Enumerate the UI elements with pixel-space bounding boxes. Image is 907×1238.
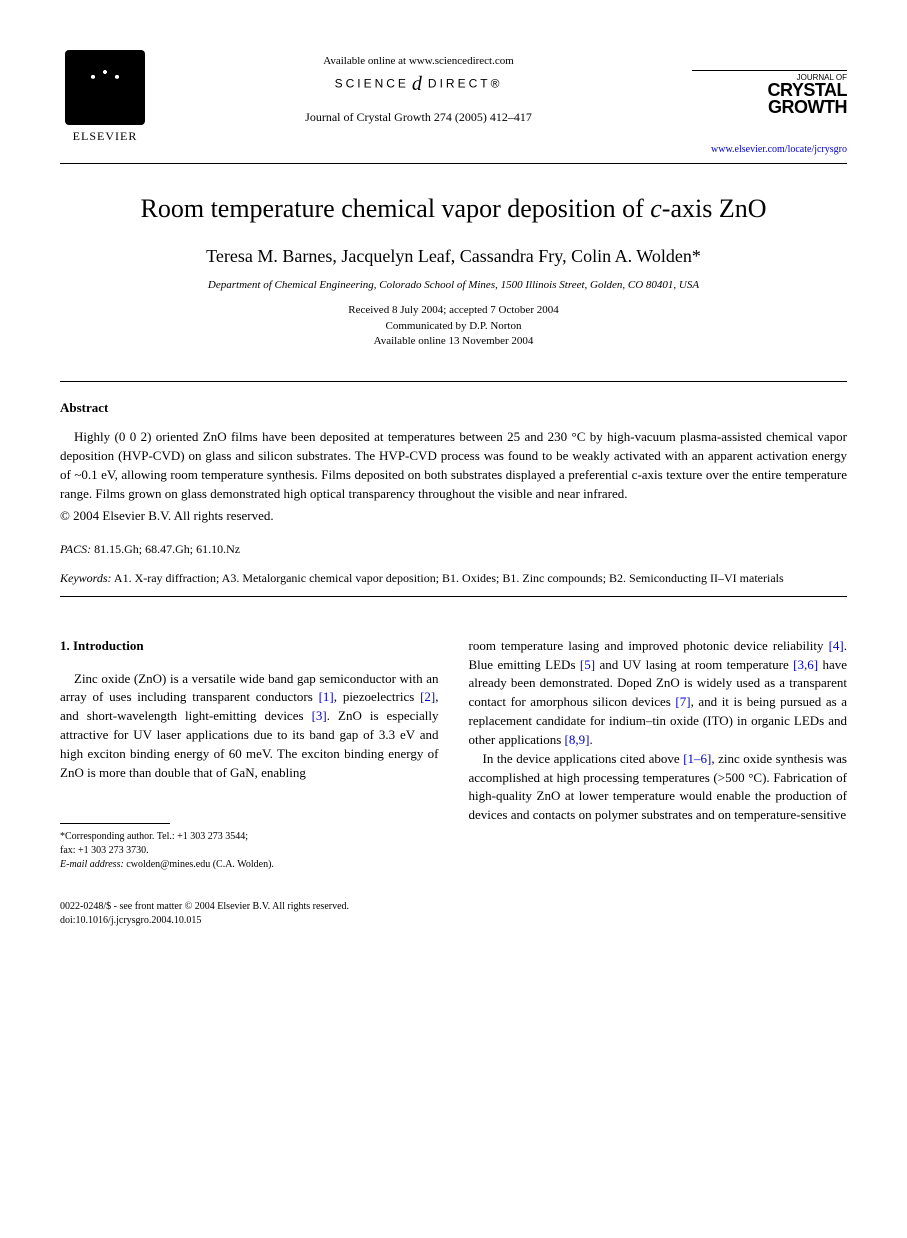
intro-heading: 1. Introduction bbox=[60, 637, 439, 656]
col2-text-f: . bbox=[589, 732, 592, 747]
email-line: E-mail address: cwolden@mines.edu (C.A. … bbox=[60, 858, 439, 872]
article-title: Room temperature chemical vapor depositi… bbox=[60, 194, 847, 224]
journal-logo-block: JOURNAL OF CRYSTAL GROWTH www.elsevier.c… bbox=[687, 50, 847, 155]
title-post: -axis ZnO bbox=[662, 194, 767, 223]
left-column: 1. Introduction Zinc oxide (ZnO) is a ve… bbox=[60, 637, 439, 872]
footnote-separator bbox=[60, 823, 170, 824]
communicated-by: Communicated by D.P. Norton bbox=[60, 319, 847, 334]
cite-7[interactable]: [7] bbox=[675, 694, 690, 709]
col2-text-c: and UV lasing at room temperature bbox=[595, 657, 793, 672]
page-footer: 0022-0248/$ - see front matter © 2004 El… bbox=[60, 900, 847, 928]
available-online-text: Available online at www.sciencedirect.co… bbox=[150, 55, 687, 67]
cite-1[interactable]: [1] bbox=[319, 689, 334, 704]
elsevier-tree-icon bbox=[65, 50, 145, 125]
two-column-body: 1. Introduction Zinc oxide (ZnO) is a ve… bbox=[60, 637, 847, 872]
intro-text-b: , piezoelectrics bbox=[334, 689, 420, 704]
center-header: Available online at www.sciencedirect.co… bbox=[150, 50, 687, 125]
cite-1-6[interactable]: [1–6] bbox=[683, 751, 711, 766]
corresponding-author: *Corresponding author. Tel.: +1 303 273 … bbox=[60, 830, 439, 844]
right-column: room temperature lasing and improved pho… bbox=[469, 637, 848, 872]
journal-reference: Journal of Crystal Growth 274 (2005) 412… bbox=[150, 110, 687, 125]
elsevier-logo: ELSEVIER bbox=[60, 50, 150, 150]
cite-2[interactable]: [2] bbox=[420, 689, 435, 704]
email-address[interactable]: cwolden@mines.edu (C.A. Wolden). bbox=[124, 859, 274, 870]
publisher-name: ELSEVIER bbox=[73, 129, 138, 144]
affiliation-line: Department of Chemical Engineering, Colo… bbox=[60, 279, 847, 291]
abstract-body: Highly (0 0 2) oriented ZnO films have b… bbox=[60, 428, 847, 503]
col2-text-a: room temperature lasing and improved pho… bbox=[469, 638, 829, 653]
sd-right: DIRECT® bbox=[428, 77, 503, 91]
col2-paragraph-2: In the device applications cited above [… bbox=[469, 750, 848, 825]
pacs-line: PACS: 81.15.Gh; 68.47.Gh; 61.10.Nz bbox=[60, 542, 847, 557]
copyright-line: © 2004 Elsevier B.V. All rights reserved… bbox=[60, 508, 847, 524]
dates-block: Received 8 July 2004; accepted 7 October… bbox=[60, 303, 847, 349]
authors-line: Teresa M. Barnes, Jacquelyn Leaf, Cassan… bbox=[60, 246, 847, 267]
received-date: Received 8 July 2004; accepted 7 October… bbox=[60, 303, 847, 318]
cite-3[interactable]: [3] bbox=[312, 708, 327, 723]
sd-left: SCIENCE bbox=[335, 77, 409, 91]
fax-line: fax: +1 303 273 3730. bbox=[60, 844, 439, 858]
keywords-label: Keywords: bbox=[60, 571, 112, 585]
journal-url[interactable]: www.elsevier.com/locate/jcrysgro bbox=[687, 144, 847, 155]
email-label: E-mail address: bbox=[60, 859, 124, 870]
title-pre: Room temperature chemical vapor depositi… bbox=[141, 194, 651, 223]
pacs-label: PACS: bbox=[60, 542, 91, 556]
sd-at-icon: d bbox=[412, 73, 425, 96]
front-matter-line: 0022-0248/$ - see front matter © 2004 El… bbox=[60, 900, 847, 914]
cite-8-9[interactable]: [8,9] bbox=[565, 732, 590, 747]
col2-paragraph-1: room temperature lasing and improved pho… bbox=[469, 637, 848, 750]
doi-line: doi:10.1016/j.jcrysgro.2004.10.015 bbox=[60, 914, 847, 928]
abstract-text: Highly (0 0 2) oriented ZnO films have b… bbox=[60, 428, 847, 503]
keywords-line: Keywords: A1. X-ray diffraction; A3. Met… bbox=[88, 571, 847, 586]
title-italic: c bbox=[650, 194, 662, 223]
abstract-bottom-rule bbox=[60, 596, 847, 597]
footnote-block: *Corresponding author. Tel.: +1 303 273 … bbox=[60, 830, 439, 872]
online-date: Available online 13 November 2004 bbox=[60, 334, 847, 349]
abstract-heading: Abstract bbox=[60, 400, 847, 416]
col2p2-text-a: In the device applications cited above bbox=[483, 751, 684, 766]
journal-name-2: GROWTH bbox=[687, 99, 847, 116]
science-direct-logo: SCIENCEdDIRECT® bbox=[150, 73, 687, 96]
header-row: ELSEVIER Available online at www.science… bbox=[60, 50, 847, 155]
cite-3-6[interactable]: [3,6] bbox=[793, 657, 818, 672]
cite-4[interactable]: [4] bbox=[829, 638, 844, 653]
keywords-text: A1. X-ray diffraction; A3. Metalorganic … bbox=[112, 571, 784, 585]
intro-paragraph-1: Zinc oxide (ZnO) is a versatile wide ban… bbox=[60, 670, 439, 783]
header-divider bbox=[60, 163, 847, 164]
abstract-top-rule bbox=[60, 381, 847, 382]
pacs-codes: 81.15.Gh; 68.47.Gh; 61.10.Nz bbox=[91, 542, 240, 556]
cite-5[interactable]: [5] bbox=[580, 657, 595, 672]
